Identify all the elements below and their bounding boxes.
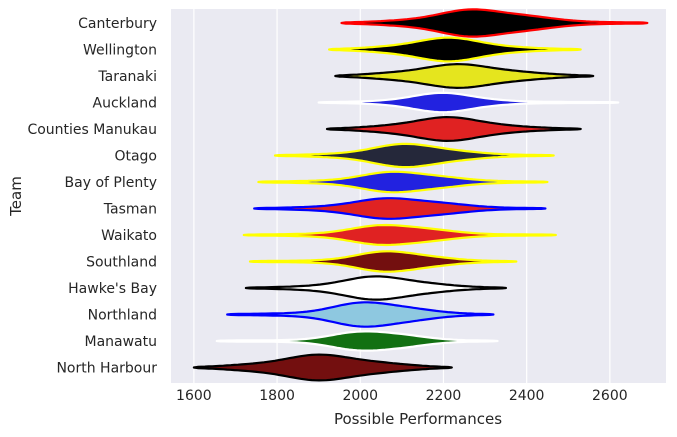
y-tick-label: Auckland bbox=[93, 96, 157, 112]
y-axis-label: Team bbox=[7, 176, 25, 217]
y-tick-label: Northland bbox=[88, 308, 157, 324]
x-tick-labels: 1600 1800 2000 2200 2400 2600 bbox=[176, 388, 628, 404]
x-tick-label: 2000 bbox=[342, 388, 378, 404]
violin-taranaki bbox=[334, 62, 595, 89]
y-tick-label: Southland bbox=[86, 255, 157, 271]
violin-southland bbox=[248, 250, 518, 273]
violin-manawatu bbox=[215, 330, 499, 352]
violin-counties-manukau bbox=[325, 116, 582, 142]
plot-background bbox=[171, 9, 666, 383]
violins bbox=[192, 8, 649, 382]
y-tick-label: Bay of Plenty bbox=[65, 175, 157, 191]
violin-waikato bbox=[242, 223, 557, 247]
y-tick-label: Otago bbox=[114, 149, 157, 165]
y-tick-label: Counties Manukau bbox=[27, 122, 157, 138]
y-tick-label: North Harbour bbox=[56, 361, 157, 377]
y-tick-label: Tasman bbox=[103, 202, 157, 218]
violin-otago bbox=[273, 142, 555, 169]
violin-bay-of-plenty bbox=[257, 170, 549, 194]
x-tick-label: 1800 bbox=[259, 388, 295, 404]
violin-hawke-s-bay bbox=[244, 275, 507, 301]
y-tick-label: Hawke's Bay bbox=[68, 281, 157, 297]
violin-northland bbox=[226, 301, 495, 328]
x-tick-label: 1600 bbox=[176, 388, 212, 404]
violin-auckland bbox=[317, 91, 620, 114]
violin-wellington bbox=[328, 36, 582, 63]
violin-tasman bbox=[253, 197, 547, 220]
x-tick-label: 2200 bbox=[426, 388, 462, 404]
violin-north-harbour bbox=[192, 353, 453, 382]
x-tick-label: 2600 bbox=[592, 388, 628, 404]
y-tick-label: Canterbury bbox=[78, 16, 157, 32]
y-tick-labels: Canterbury Wellington Taranaki Auckland Coun… bbox=[27, 16, 157, 377]
violin-canterbury bbox=[340, 8, 649, 38]
y-tick-label: Taranaki bbox=[97, 69, 157, 85]
y-tick-label: Manawatu bbox=[84, 334, 157, 350]
y-tick-label: Waikato bbox=[101, 228, 157, 244]
y-tick-label: Wellington bbox=[83, 43, 157, 59]
x-axis-label: Possible Performances bbox=[334, 410, 502, 428]
x-tick-label: 2400 bbox=[509, 388, 545, 404]
